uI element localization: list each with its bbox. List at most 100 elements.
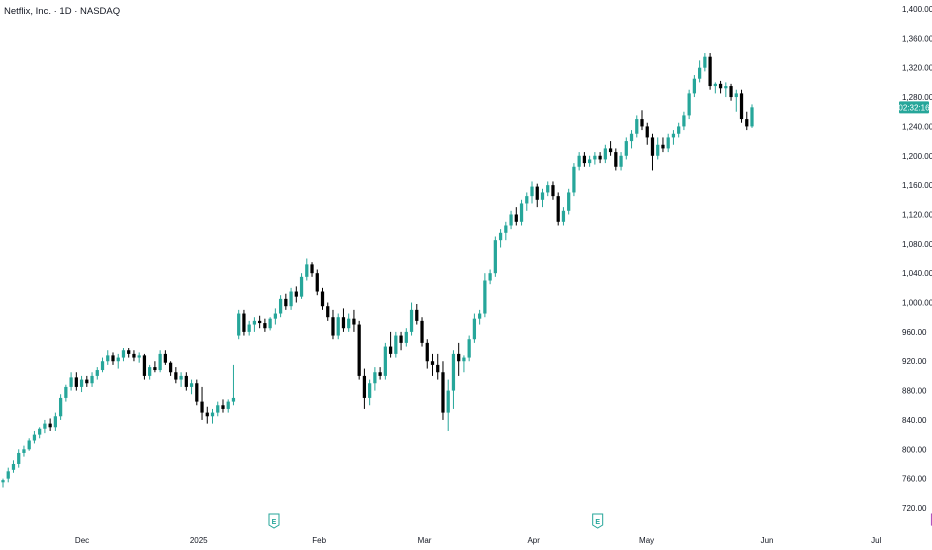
candle-body: [394, 335, 398, 354]
candle-body: [624, 141, 628, 156]
candle: [383, 342, 387, 380]
price-tick-label: 1,120.00: [902, 210, 932, 219]
candle-body: [200, 401, 204, 413]
candle-body: [79, 379, 84, 387]
candle-body: [383, 346, 387, 376]
candle-body: [305, 264, 309, 277]
candle: [692, 75, 697, 98]
candle: [451, 350, 456, 409]
candle: [331, 309, 335, 340]
candle-body: [289, 291, 293, 307]
candle-body: [420, 320, 424, 343]
price-tick-label: 880.00: [902, 387, 927, 396]
earnings-event-icon[interactable]: E: [268, 513, 280, 529]
candle: [509, 210, 513, 230]
candle-body: [577, 155, 581, 167]
candle-body: [457, 353, 461, 362]
candle: [43, 419, 47, 434]
candle: [341, 308, 346, 332]
candle: [718, 80, 723, 94]
candle: [79, 375, 84, 393]
candle: [608, 141, 613, 156]
candle-body: [278, 298, 283, 314]
candle: [514, 207, 518, 226]
candle: [488, 269, 492, 285]
candle: [268, 317, 272, 331]
candle-body: [540, 192, 545, 200]
candle: [687, 89, 691, 120]
candle-body: [483, 280, 487, 314]
candle-body: [368, 383, 372, 398]
candle: [85, 375, 89, 387]
candle: [299, 273, 304, 299]
time-axis[interactable]: Dec2025FebMarAprMayJunJulAug: [75, 536, 932, 545]
candles-layer: [1, 53, 754, 488]
candle-body: [441, 372, 445, 413]
candle-body: [650, 137, 655, 156]
earnings-marker-label: E: [595, 519, 600, 526]
candle-body: [409, 309, 414, 332]
candle-body: [462, 357, 466, 362]
candle-body: [142, 355, 147, 376]
candle-body: [561, 210, 566, 222]
candle: [174, 367, 178, 384]
candle-body: [148, 367, 152, 376]
time-tick-label: Jul: [871, 536, 881, 545]
candle-body: [174, 372, 178, 380]
candle: [677, 122, 681, 138]
candle-body: [519, 203, 524, 222]
candle: [603, 144, 607, 164]
price-tag-background: [899, 101, 929, 114]
candle: [22, 445, 26, 457]
candle-body: [692, 78, 697, 94]
candle-body: [551, 185, 555, 197]
candle-body: [378, 372, 382, 376]
candle-body: [451, 353, 456, 391]
candle: [567, 188, 571, 215]
earnings-event-icon[interactable]: E: [592, 513, 604, 529]
candle: [347, 313, 351, 332]
candle-body: [116, 357, 120, 362]
candle: [163, 350, 167, 365]
price-tick-label: 1,200.00: [902, 152, 932, 161]
price-axis[interactable]: 1,400.00 1,360.00 1,320.00 1,280.00 1,240.00…: [902, 5, 932, 513]
price-tick-label: 960.00: [902, 328, 927, 337]
candle: [724, 82, 728, 98]
candle: [409, 302, 414, 336]
candle-body: [137, 355, 141, 358]
candle: [95, 367, 99, 380]
earnings-marker-shape: [268, 513, 280, 529]
candle-body: [310, 264, 314, 274]
price-tick-label: 1,040.00: [902, 269, 932, 278]
candle-body: [210, 412, 215, 417]
candle: [472, 313, 477, 343]
candle-body: [593, 155, 597, 160]
candle-body: [608, 148, 613, 153]
candle-body: [556, 196, 560, 222]
candle: [179, 372, 183, 387]
candle-body: [404, 331, 408, 343]
candle-body: [467, 339, 471, 358]
candle-body: [619, 155, 623, 167]
candle: [200, 386, 204, 420]
candle-body: [315, 273, 319, 292]
candle: [420, 317, 424, 347]
candle: [111, 352, 115, 365]
candle: [525, 192, 529, 211]
candle-body: [734, 93, 738, 98]
candle: [210, 408, 215, 424]
candle-body: [546, 185, 550, 193]
candle: [1, 478, 5, 488]
candle: [315, 269, 319, 296]
candle: [32, 430, 37, 444]
candle-body: [273, 313, 277, 319]
candle: [53, 412, 58, 431]
candle-body: [718, 83, 723, 89]
candle-body: [184, 375, 188, 387]
candle: [598, 152, 602, 164]
candle: [745, 111, 749, 131]
candle-body: [498, 232, 503, 241]
candle: [535, 183, 539, 208]
candle: [493, 236, 497, 277]
